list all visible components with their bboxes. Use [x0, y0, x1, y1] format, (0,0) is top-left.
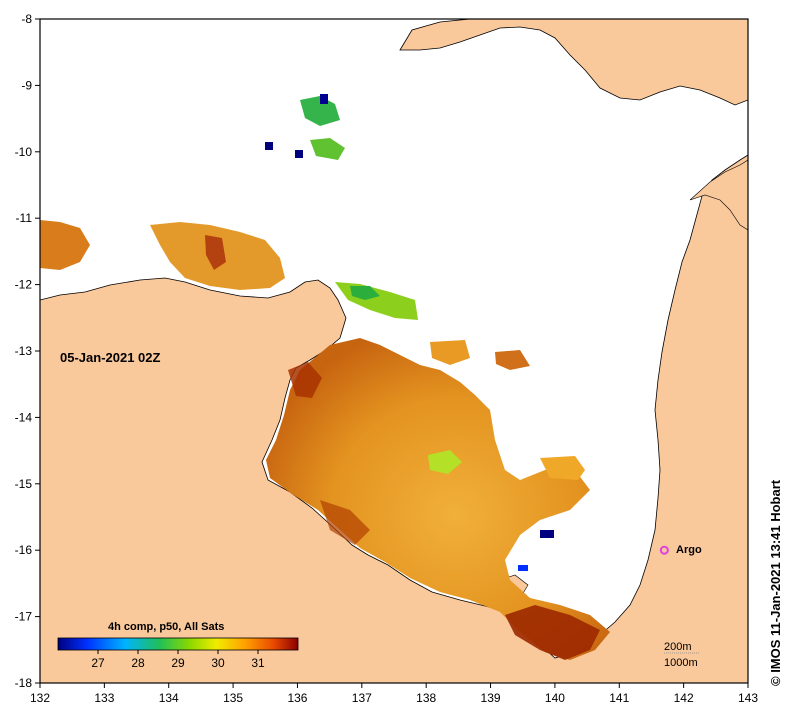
y-axis: -8 -9 -10 -11 -12 -13 -14 -15 -16 -17 -18: [15, 12, 40, 690]
sst-cool-patch: [350, 286, 380, 300]
x-tick-label: 132: [30, 691, 50, 705]
y-tick-label: -18: [15, 676, 33, 690]
isobath-label-200m: 200m: [664, 641, 692, 653]
sst-field-nw: [40, 220, 90, 270]
sst-field-east: [540, 456, 585, 480]
sst-cold-pixel: [540, 530, 554, 538]
y-tick-label: -8: [21, 12, 32, 26]
sst-cold-pixel: [295, 150, 303, 158]
colorbar-gradient: [57, 637, 299, 651]
x-tick-label: 134: [159, 691, 179, 705]
y-tick-label: -13: [15, 344, 33, 358]
y-tick-label: -16: [15, 543, 33, 557]
sst-hot-patch: [288, 362, 322, 398]
sst-field-east: [495, 350, 530, 370]
y-tick-label: -11: [16, 211, 33, 225]
argo-label: Argo: [676, 544, 702, 556]
colorbar-title: 4h comp, p50, All Sats: [108, 621, 224, 633]
colorbar-tick-label: 31: [251, 656, 265, 670]
colorbar-tick-label: 28: [131, 656, 145, 670]
isobath-legend: 200m 1000m: [664, 641, 700, 669]
x-tick-label: 133: [94, 691, 114, 705]
x-tick-label: 136: [287, 691, 307, 705]
sst-cool-patch: [310, 138, 345, 160]
credit-text: © IMOS 11-Jan-2021 13:41 Hobart: [768, 479, 783, 686]
sst-cold-pixel: [265, 142, 273, 150]
x-tick-label: 142: [674, 691, 694, 705]
colorbar-tick-label: 27: [91, 656, 105, 670]
y-tick-label: -17: [15, 610, 33, 624]
sst-cold-pixel: [320, 94, 328, 104]
x-tick-label: 141: [609, 691, 629, 705]
isobath-label-1000m: 1000m: [664, 657, 698, 669]
sst-hot-patch: [320, 500, 370, 545]
x-tick-label: 137: [352, 691, 372, 705]
x-tick-label: 140: [545, 691, 565, 705]
colorbar-tick-label: 30: [211, 656, 225, 670]
x-tick-label: 135: [223, 691, 243, 705]
sst-hot-patch: [205, 235, 226, 270]
sst-cool-patch: [300, 96, 340, 126]
land-mass-north: [399, 19, 748, 106]
sst-field-east: [430, 340, 470, 365]
x-axis: 132 133 134 135 136 137 138 139 140 141 142 143: [30, 683, 758, 705]
land-mass-west: [40, 154, 748, 683]
sst-cold-pixel: [518, 565, 528, 571]
sst-field-main: [266, 338, 610, 660]
date-label: 05-Jan-2021 02Z: [60, 350, 161, 365]
x-tick-label: 139: [481, 691, 501, 705]
colorbar-ticks: 27 28 29 30 31: [91, 650, 265, 670]
colorbar: 4h comp, p50, All Sats 27 28 29 30 31: [57, 621, 299, 670]
sst-cool-patch: [428, 450, 462, 474]
land-mass-cape: [689, 159, 748, 231]
y-tick-label: -15: [15, 477, 33, 491]
y-tick-label: -12: [15, 278, 33, 292]
y-tick-label: -10: [15, 145, 33, 159]
argo-marker[interactable]: Argo: [659, 544, 702, 556]
x-tick-label: 138: [416, 691, 436, 705]
colorbar-tick-label: 29: [171, 656, 185, 670]
x-tick-label: 143: [738, 691, 758, 705]
argo-float-icon[interactable]: [659, 545, 669, 555]
y-tick-label: -14: [15, 410, 33, 424]
sst-hot-patch: [505, 605, 600, 660]
y-tick-label: -9: [21, 78, 32, 92]
